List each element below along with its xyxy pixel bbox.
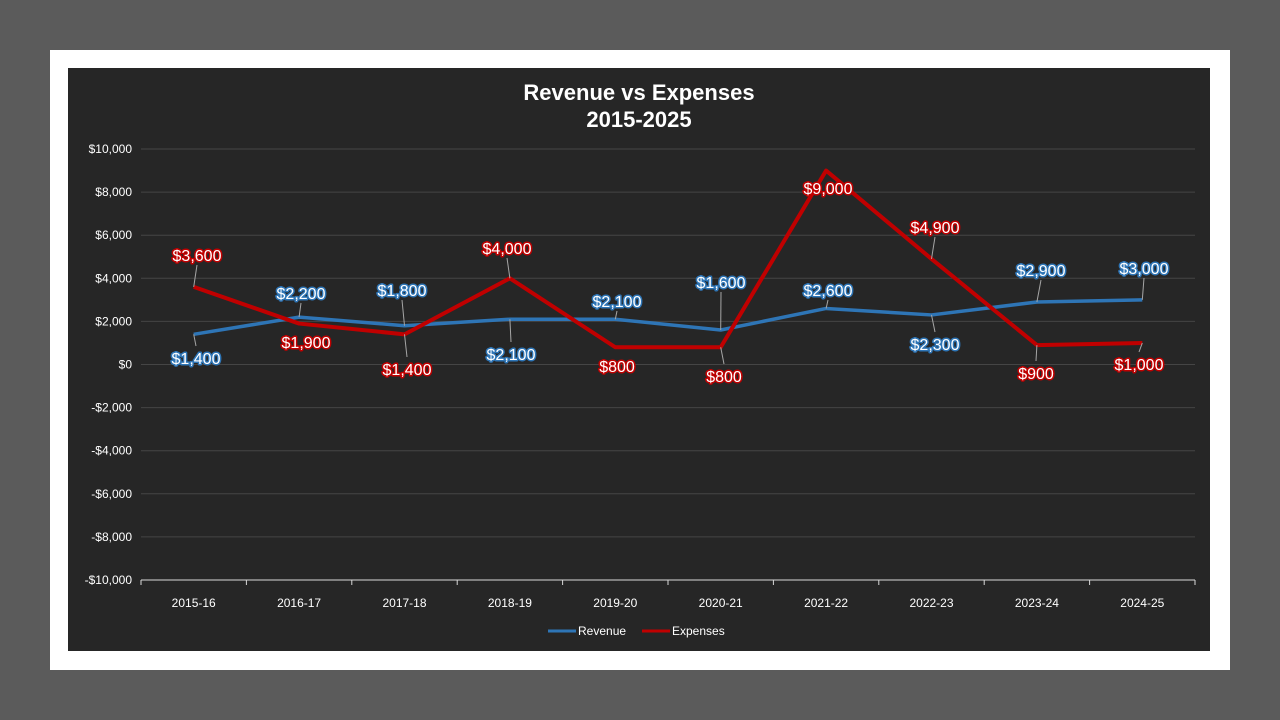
- expenses-data-label: $1,900: [282, 335, 331, 352]
- y-tick-label: -$10,000: [85, 573, 133, 587]
- revenue-data-label: $2,900: [1017, 263, 1066, 280]
- y-tick-label: $4,000: [95, 271, 132, 285]
- leader-line: [298, 302, 302, 318]
- x-tick-label: 2020-21: [699, 596, 743, 610]
- leader-line: [614, 310, 618, 320]
- leader-line: [509, 319, 512, 343]
- legend-label-expenses: Expenses: [672, 624, 725, 638]
- expenses-data-label: $4,000: [483, 241, 532, 258]
- x-tick-label: 2017-18: [382, 596, 426, 610]
- expenses-data-label: $900: [1018, 366, 1054, 383]
- x-tick-label: 2019-20: [593, 596, 637, 610]
- expenses-data-label: $4,900: [911, 220, 960, 237]
- revenue-data-label: $3,000: [1120, 261, 1169, 278]
- y-tick-label: -$8,000: [91, 530, 132, 544]
- leader-line: [193, 334, 197, 347]
- revenue-line: [193, 298, 1143, 337]
- x-tick-label: 2022-23: [909, 596, 953, 610]
- revenue-data-label: $1,600: [697, 275, 746, 292]
- leader-line: [931, 314, 936, 333]
- x-tick-label: 2024-25: [1120, 596, 1164, 610]
- x-tick-label: 2023-24: [1015, 596, 1059, 610]
- revenue-data-label: $1,800: [378, 283, 427, 300]
- expenses-data-label: $3,600: [173, 248, 222, 265]
- x-tick-label: 2016-17: [277, 596, 321, 610]
- revenue-data-label: $2,300: [911, 337, 960, 354]
- line-chart: Revenue vs Expenses 2015-2025 $10,000 $8,…: [85, 80, 1196, 638]
- revenue-data-label: $2,200: [277, 286, 326, 303]
- legend-label-revenue: Revenue: [578, 624, 626, 638]
- leader-line: [506, 257, 511, 279]
- revenue-data-label: $1,400: [172, 351, 221, 368]
- y-tick-label: $0: [119, 358, 133, 372]
- y-tick-label: $10,000: [89, 142, 133, 156]
- expenses-data-label: $800: [599, 359, 635, 376]
- chart-area: Revenue vs Expenses 2015-2025 $10,000 $8,…: [68, 68, 1210, 651]
- revenue-data-label: $2,100: [593, 294, 642, 311]
- leader-line: [401, 299, 405, 326]
- expenses-data-label: $1,000: [1115, 357, 1164, 374]
- leader-line: [825, 299, 829, 309]
- expenses-data-label: $9,000: [804, 181, 853, 198]
- leader-line: [1035, 345, 1038, 362]
- y-tick-label: -$4,000: [91, 444, 132, 458]
- leader-line: [1141, 277, 1145, 300]
- revenue-data-label: $2,600: [804, 283, 853, 300]
- leader-line: [1138, 342, 1143, 353]
- chart-title: Revenue vs Expenses: [523, 80, 754, 105]
- y-tick-label: -$2,000: [91, 401, 132, 415]
- x-tick-label: 2015-16: [172, 596, 216, 610]
- leader-line: [1036, 279, 1042, 303]
- chart-subtitle: 2015-2025: [586, 107, 691, 132]
- leader-line: [193, 264, 198, 287]
- revenue-data-label: $2,100: [487, 347, 536, 364]
- y-tick-label: $6,000: [95, 228, 132, 242]
- leader-line: [931, 236, 936, 259]
- leader-line: [404, 334, 408, 358]
- x-tick-label: 2018-19: [488, 596, 532, 610]
- y-tick-label: -$6,000: [91, 487, 132, 501]
- expenses-data-label: $1,400: [383, 362, 432, 379]
- y-tick-label: $8,000: [95, 185, 132, 199]
- leader-line: [720, 347, 725, 365]
- x-tick-label: 2021-22: [804, 596, 848, 610]
- y-tick-label: $2,000: [95, 314, 132, 328]
- expenses-line: [193, 168, 1143, 350]
- expenses-data-label: $800: [706, 369, 742, 386]
